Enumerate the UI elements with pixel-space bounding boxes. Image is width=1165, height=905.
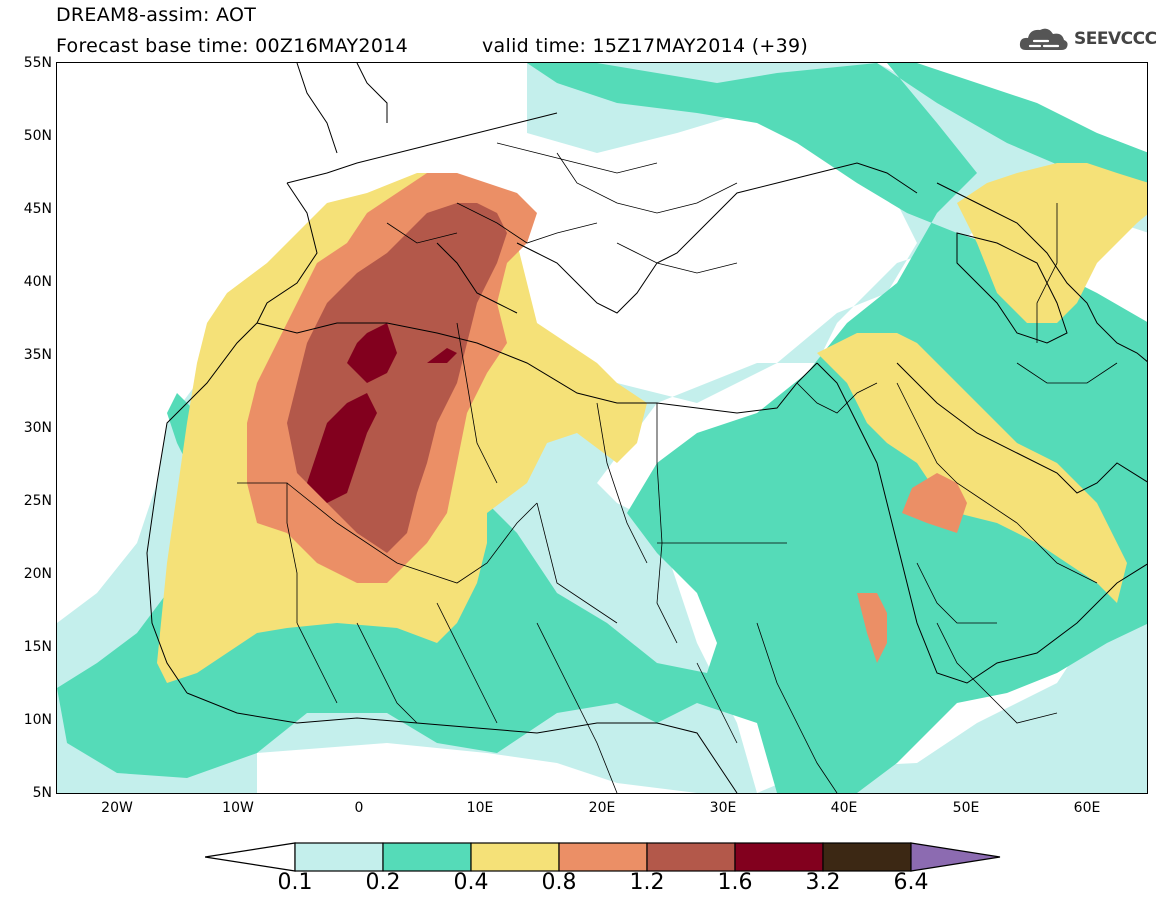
aot-contour-0.8-sa — [902, 473, 967, 533]
colorbar-label: 0.1 — [277, 870, 313, 895]
lat-label: 55N — [23, 55, 52, 71]
lon-label: 30E — [709, 800, 737, 816]
lon-label: 60E — [1073, 800, 1101, 816]
colorbar-label: 0.8 — [541, 870, 577, 895]
colorbar-swatch — [382, 842, 472, 872]
lat-label: 40N — [23, 274, 52, 290]
aot-contour-0.4-mideast — [817, 333, 1127, 603]
aot-map — [57, 63, 1147, 793]
colorbar — [205, 842, 1001, 872]
colorbar-label: 0.4 — [453, 870, 489, 895]
lon-label: 50E — [952, 800, 980, 816]
colorbar-label: 6.4 — [893, 870, 929, 895]
lat-label: 30N — [23, 420, 52, 436]
lon-label: 0 — [354, 800, 364, 816]
lat-label: 5N — [32, 785, 52, 801]
lat-label: 45N — [23, 201, 52, 217]
lon-label: 10W — [222, 800, 254, 816]
lon-label: 20E — [588, 800, 616, 816]
lat-label: 35N — [23, 347, 52, 363]
chart-title: DREAM8-assim: AOT — [56, 4, 257, 26]
colorbar-under-arrow — [205, 842, 296, 872]
colorbar-swatch — [646, 842, 736, 872]
lat-label: 20N — [23, 566, 52, 582]
coastlines — [146, 63, 1147, 793]
cloud-icon — [1019, 28, 1068, 50]
colorbar-swatch — [734, 842, 824, 872]
valid-time: valid time: 15Z17MAY2014 (+39) — [482, 35, 809, 57]
colorbar-swatch — [558, 842, 648, 872]
colorbar-swatch — [822, 842, 912, 872]
logo-text: SEEVCCC — [1074, 29, 1157, 49]
colorbar-swatch — [294, 842, 384, 872]
aot-contour-1.6-b — [347, 323, 397, 383]
colorbar-label: 3.2 — [805, 870, 841, 895]
colorbar-label: 0.2 — [365, 870, 401, 895]
lat-label: 50N — [23, 128, 52, 144]
colorbar-label: 1.6 — [717, 870, 753, 895]
lon-label: 40E — [830, 800, 858, 816]
map-area — [56, 62, 1148, 794]
aot-contour-0.4-caspian — [957, 163, 1147, 323]
borders — [237, 142, 1118, 793]
lat-label: 25N — [23, 493, 52, 509]
seevccc-logo: SEEVCCC — [1018, 24, 1157, 54]
lat-label: 15N — [23, 639, 52, 655]
colorbar-over-arrow — [910, 842, 1001, 872]
colorbar-label: 1.2 — [629, 870, 665, 895]
aot-contour-0.8-redsea — [857, 593, 887, 663]
aot-contour-1.6-c — [427, 348, 457, 363]
lon-label: 10E — [466, 800, 494, 816]
colorbar-swatch — [470, 842, 560, 872]
lat-label: 10N — [23, 712, 52, 728]
forecast-base-time: Forecast base time: 00Z16MAY2014 — [56, 35, 408, 57]
aot-contour-1.6 — [307, 393, 377, 503]
lon-label: 20W — [101, 800, 133, 816]
